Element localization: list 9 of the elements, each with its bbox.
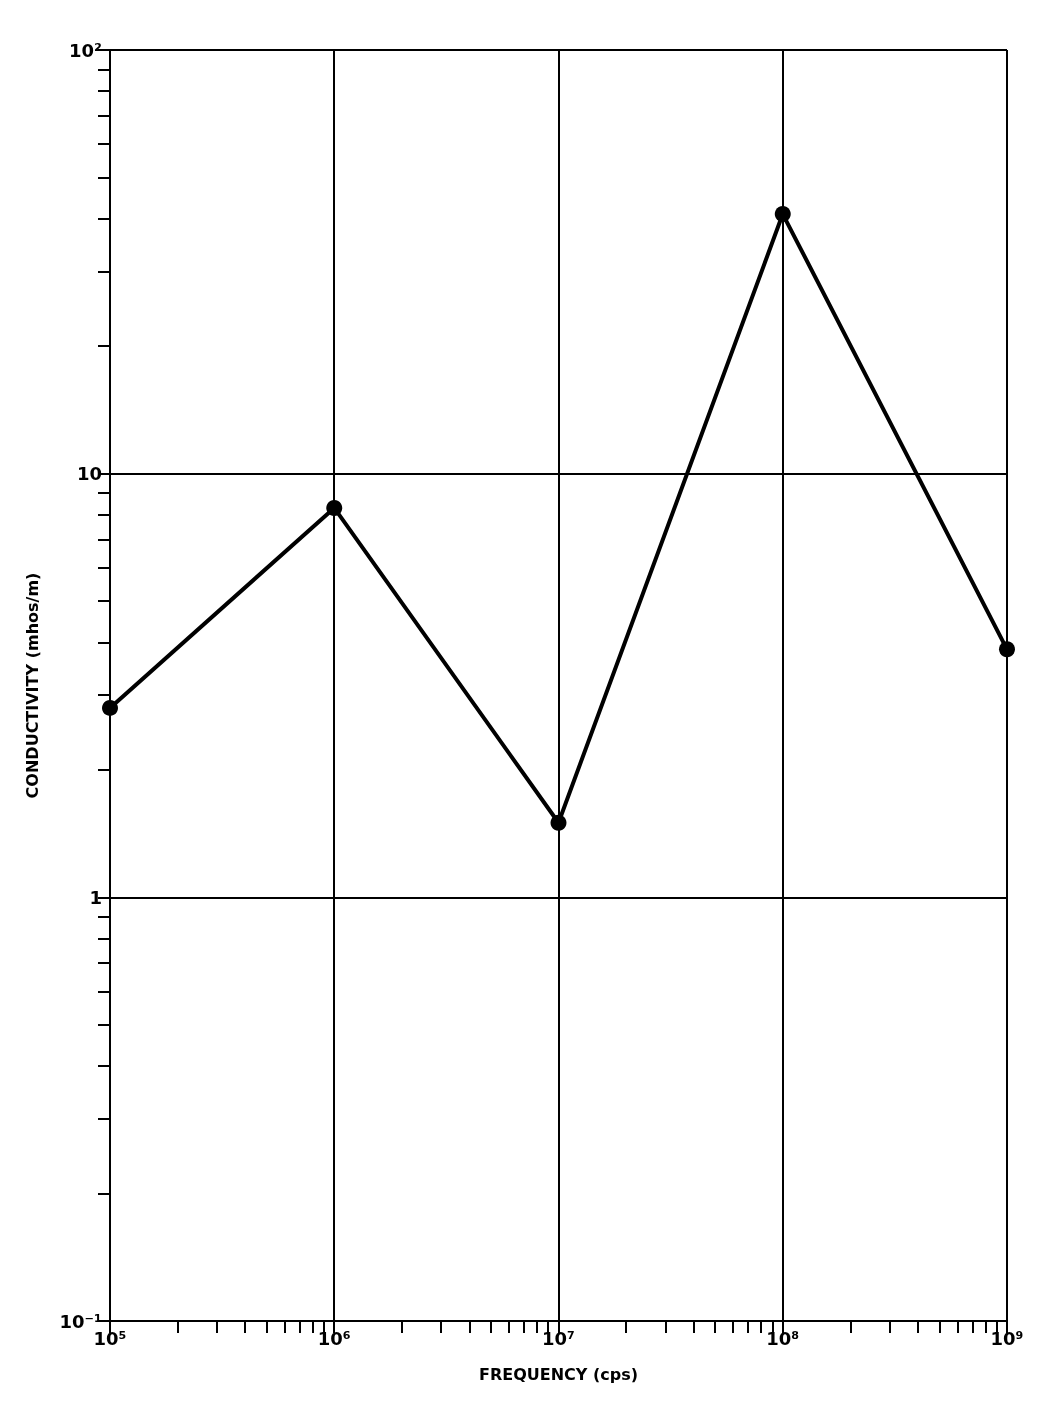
y-tick-label: 10²: [69, 39, 102, 61]
x-tick-label: 10⁹: [990, 1327, 1024, 1349]
x-tick-label: 10⁸: [766, 1327, 800, 1349]
x-tick-label: 10⁶: [317, 1327, 351, 1349]
x-axis-title: FREQUENCY (cps): [478, 1364, 639, 1384]
y-axis-title: CONDUCTIVITY (mhos/m): [22, 572, 42, 799]
y-tick-label: 10: [76, 463, 102, 485]
x-tick-label: 10⁷: [542, 1327, 575, 1349]
y-tick-label: 1: [89, 886, 102, 908]
